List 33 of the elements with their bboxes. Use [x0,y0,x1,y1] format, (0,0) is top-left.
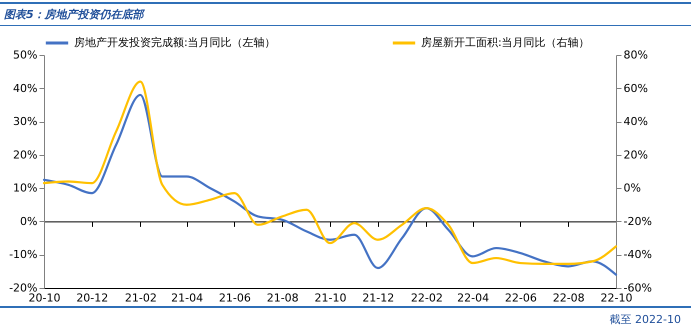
y-tick-label: 30% [13,115,38,128]
x-tick-label: 21-12 [362,292,394,304]
x-tick-label: 21-02 [124,292,157,304]
x-tick-label: 20-12 [76,292,108,304]
y2-tick-label: 60% [624,82,648,95]
chart-title: 图表5：房地产投资仍在底部 [0,2,691,26]
y-tick-label: 50% [13,48,38,62]
x-tick-label: 21-10 [314,292,346,304]
y2-tick-label: -60% [624,282,652,294]
text: 截至 2022-10 [0,306,691,331]
y2-tick-label: -20% [624,214,652,228]
y2-tick-label: 0% [624,182,641,195]
x-tick-label: 21-04 [171,292,204,304]
y-tick-label: 0% [20,214,38,228]
y-tick-label: 40% [13,82,38,95]
y2-tick-label: 20% [624,148,648,162]
y2-tick-label: 40% [624,115,648,128]
legend-label: 房地产开发投资完成额:当月同比（左轴） [74,36,276,49]
x-tick-label: 21-08 [266,292,299,304]
y-tick-label: 10% [13,182,38,195]
y2-tick-label: -40% [624,248,652,262]
x-tick-label: 22-02 [410,292,443,304]
legend-label: 房屋新开工面积:当月同比（右轴） [421,36,590,49]
x-tick-label: 22-08 [552,292,585,304]
x-tick-label: 20-10 [28,292,60,304]
y-tick-label: -20% [9,282,38,294]
y-tick-label: -10% [9,248,38,262]
y-tick-label: 20% [13,148,38,162]
x-tick-label: 21-06 [218,292,251,304]
x-tick-label: 22-06 [504,292,537,304]
x-tick-label: 22-04 [457,292,490,304]
x-tick-label: 22-10 [600,292,632,304]
y2-tick-label: 80% [624,48,648,62]
